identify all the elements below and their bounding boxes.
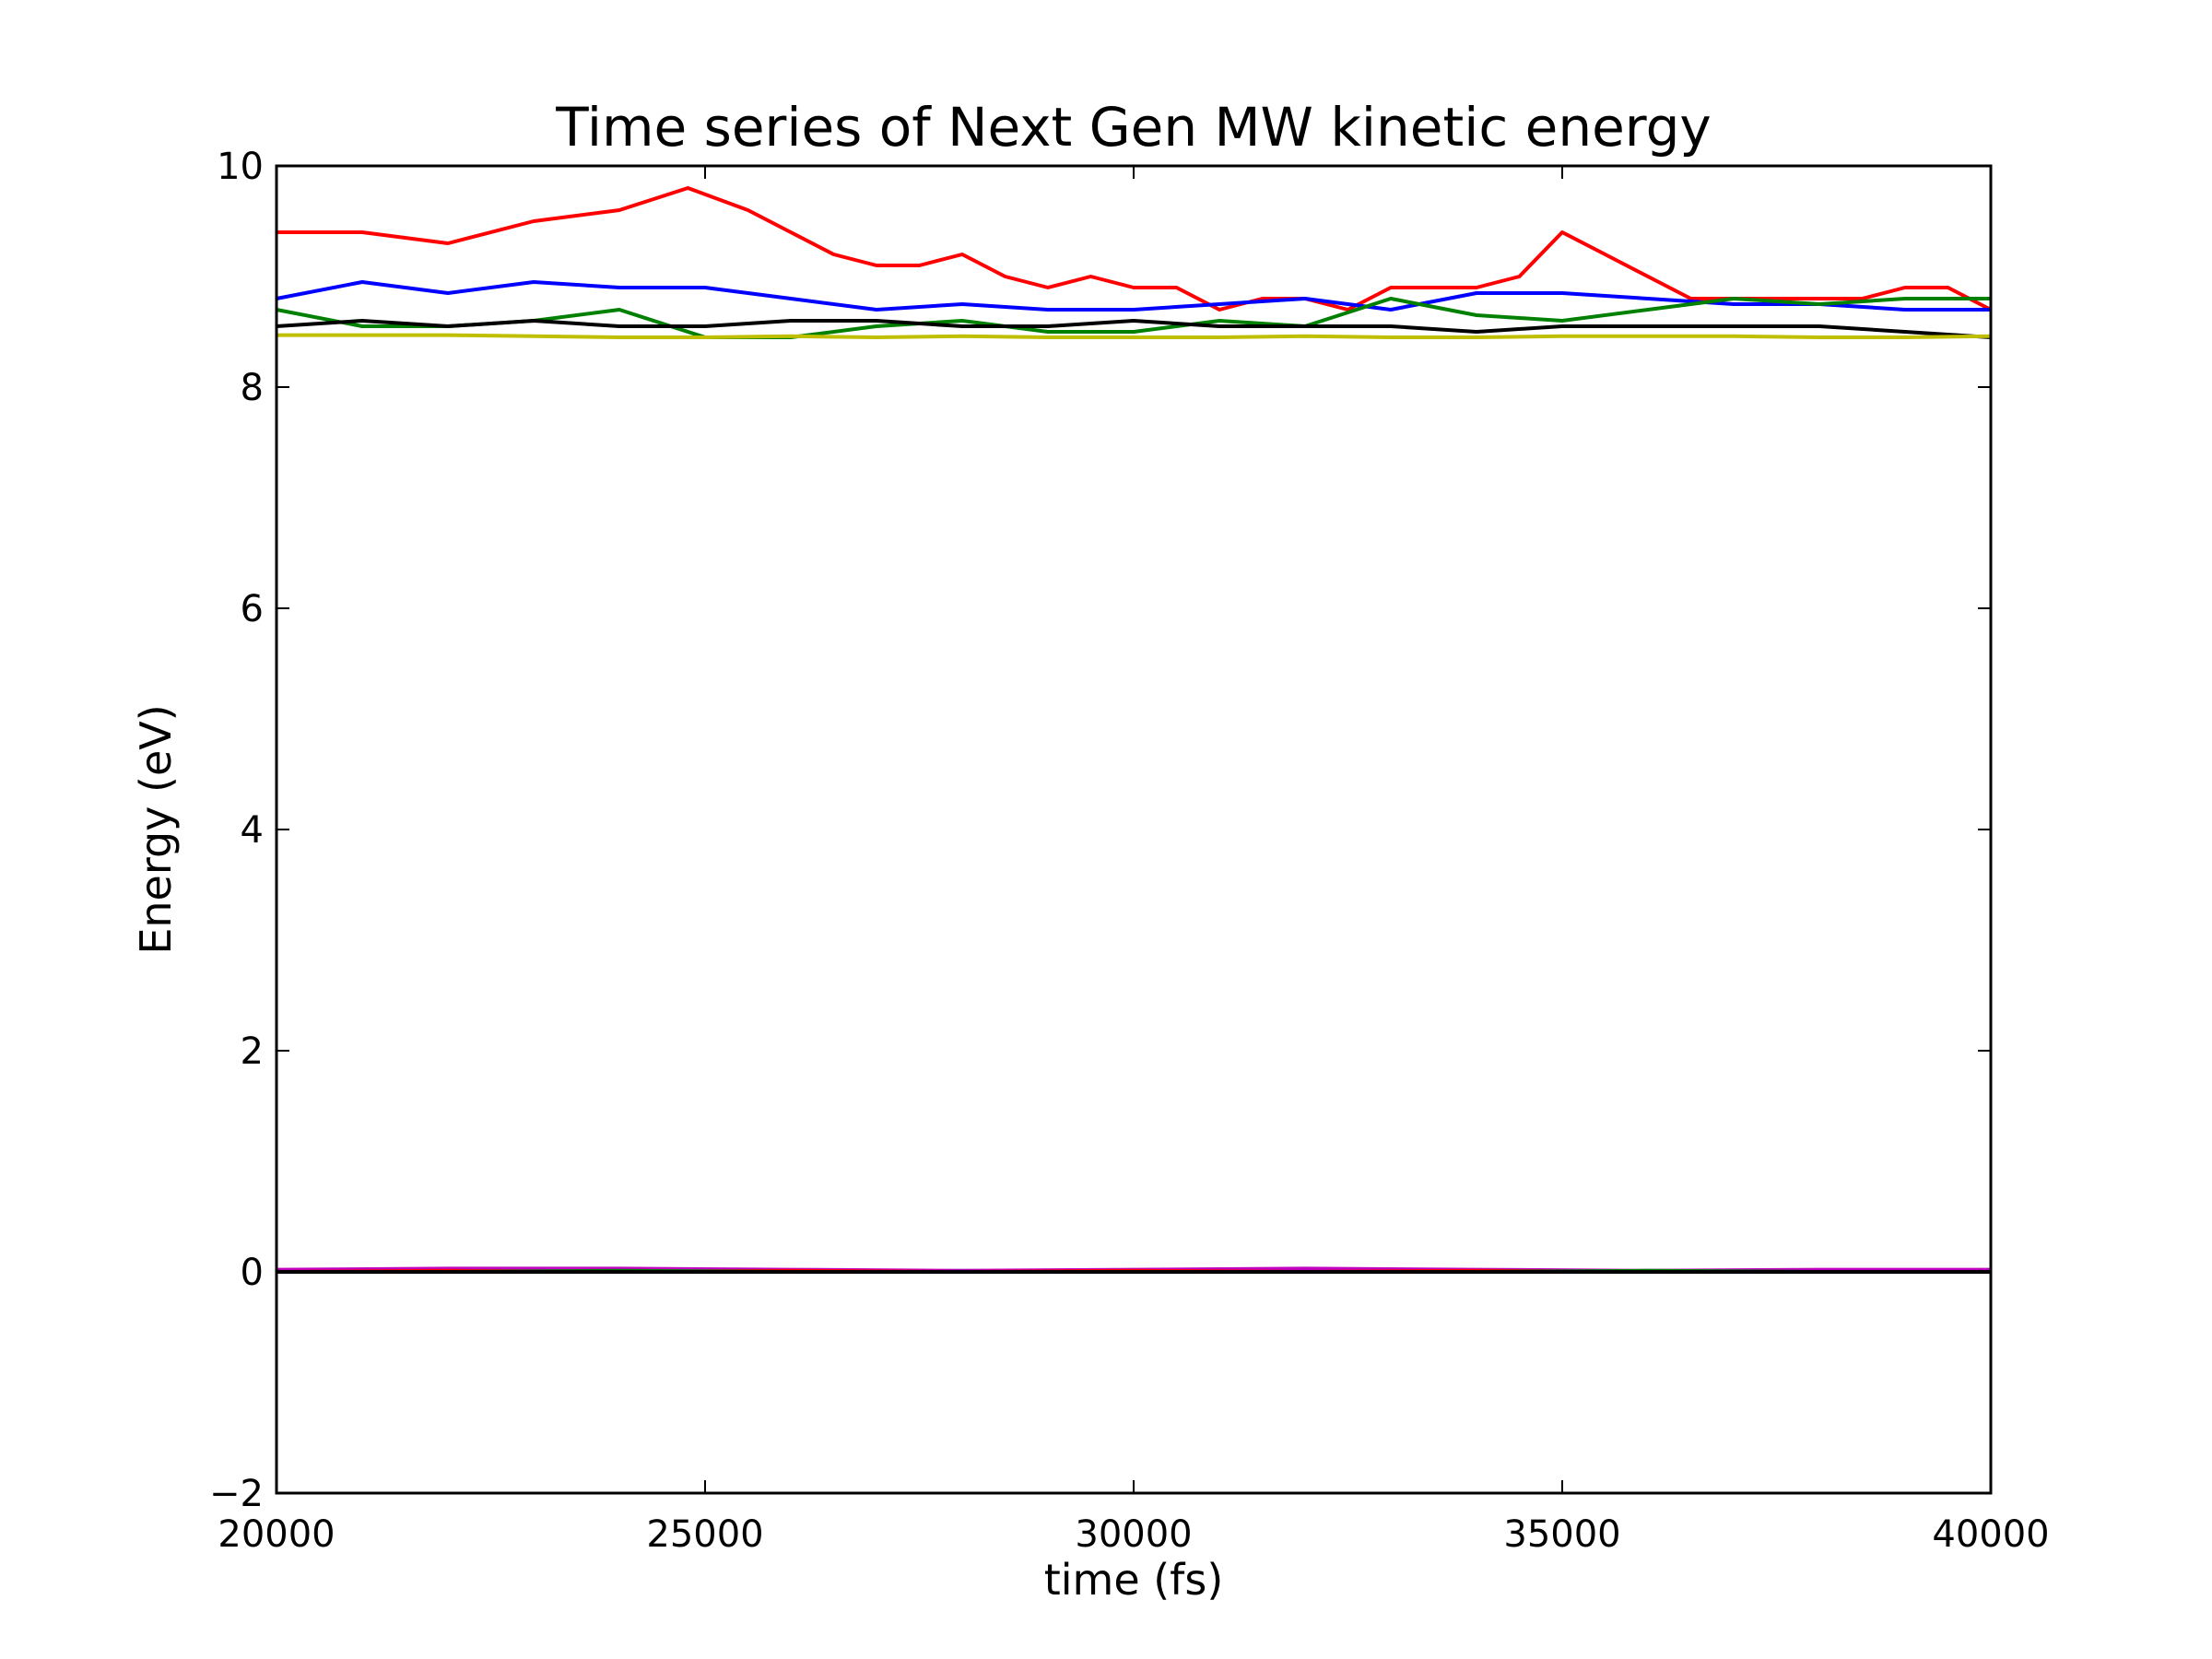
series-line-3 bbox=[276, 297, 1991, 339]
y-tick-label: 2 bbox=[241, 1030, 264, 1073]
x-tick-label: 25000 bbox=[646, 1513, 763, 1556]
x-tick-label: 30000 bbox=[1075, 1513, 1192, 1556]
x-tick-label: 20000 bbox=[218, 1513, 335, 1556]
series-layer bbox=[276, 186, 1992, 1274]
x-tick-label: 40000 bbox=[1932, 1513, 2049, 1556]
plot-area-background bbox=[276, 166, 1991, 1493]
series-line-4 bbox=[276, 319, 1992, 339]
y-tick-label: 8 bbox=[241, 367, 264, 409]
y-axis-label: Energy (eV) bbox=[131, 704, 181, 954]
x-axis-label: time (fs) bbox=[1044, 1555, 1224, 1605]
y-tick-label: 10 bbox=[217, 146, 264, 188]
chart-title: Time series of Next Gen MW kinetic energ… bbox=[555, 96, 1712, 159]
y-tick-label: 0 bbox=[241, 1252, 264, 1294]
x-tick-label: 35000 bbox=[1503, 1513, 1620, 1556]
series-line-5 bbox=[276, 333, 1992, 339]
y-tick-label: 6 bbox=[241, 588, 264, 630]
y-tick-label: −2 bbox=[209, 1473, 264, 1515]
y-tick-label: 4 bbox=[241, 809, 264, 852]
tick-layer: 20000 25000 30000 35000 40000 −2 0 2 4 6 8 10 bbox=[209, 146, 2050, 1556]
